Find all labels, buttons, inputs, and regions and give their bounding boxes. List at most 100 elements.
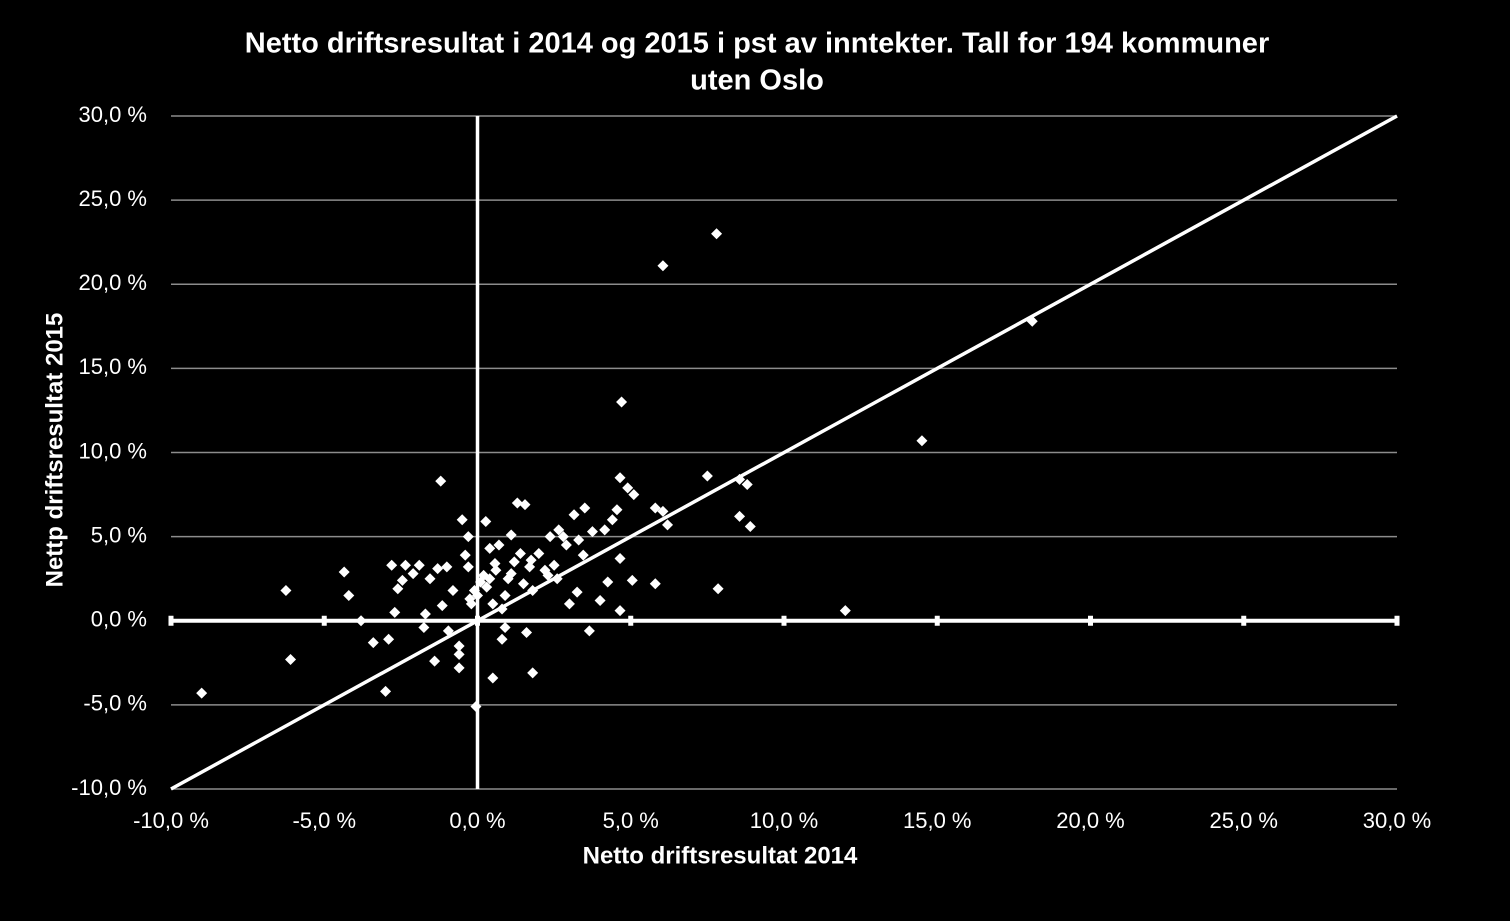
point — [424, 573, 436, 585]
y-tick-label: 30,0 % — [79, 102, 148, 127]
point — [456, 514, 468, 526]
point — [568, 509, 580, 521]
point — [586, 526, 598, 538]
point — [484, 573, 496, 585]
point — [744, 521, 756, 533]
x-tick-label: -5,0 % — [292, 808, 356, 833]
point — [413, 559, 425, 571]
point — [557, 531, 569, 543]
point — [571, 586, 583, 598]
point — [611, 504, 623, 516]
point — [453, 648, 465, 660]
point — [614, 605, 626, 617]
point — [383, 633, 395, 645]
y-tick-label: -10,0 % — [71, 775, 147, 800]
point — [496, 633, 508, 645]
point — [499, 590, 511, 602]
point — [606, 514, 618, 526]
point — [196, 687, 208, 699]
point — [599, 524, 611, 536]
x-tick-label: 10,0 % — [750, 808, 819, 833]
point — [418, 621, 430, 633]
point — [441, 561, 453, 573]
point — [602, 576, 614, 588]
point — [734, 473, 746, 485]
x-tick-label: 15,0 % — [903, 808, 972, 833]
x-tick-label: 0,0 % — [449, 808, 505, 833]
point — [519, 499, 531, 511]
x-tick-label: -10,0 % — [133, 808, 209, 833]
point — [505, 529, 517, 541]
point — [657, 505, 669, 517]
point — [389, 606, 401, 618]
identity-line — [170, 114, 1398, 791]
point — [392, 583, 404, 595]
y-tick-label: 0,0 % — [91, 607, 147, 632]
point — [1026, 315, 1038, 327]
point — [432, 563, 444, 575]
point — [453, 640, 465, 652]
point — [662, 519, 674, 531]
y-tick-label: 20,0 % — [79, 270, 148, 295]
point — [447, 584, 459, 596]
point — [355, 615, 367, 627]
point — [614, 472, 626, 484]
point — [583, 625, 595, 637]
point — [453, 662, 465, 674]
y-tick-label: 25,0 % — [79, 186, 148, 211]
y-axis-label: Nettp driftsresultat 2015 — [41, 313, 68, 588]
x-tick-label: 20,0 % — [1056, 808, 1125, 833]
point — [533, 547, 545, 559]
point — [487, 598, 499, 610]
point — [470, 701, 482, 713]
y-tick-label: 5,0 % — [91, 522, 147, 547]
chart-title: Netto driftsresultat i 2014 og 2015 i ps… — [245, 28, 1269, 60]
point — [649, 502, 661, 514]
point — [419, 608, 431, 620]
point — [711, 228, 723, 240]
point — [285, 653, 297, 665]
y-tick-label: 10,0 % — [79, 438, 148, 463]
point — [916, 435, 928, 447]
y-tick-label: 15,0 % — [79, 354, 148, 379]
point — [407, 568, 419, 580]
point — [396, 574, 408, 586]
point — [442, 625, 454, 637]
point — [548, 559, 560, 571]
point — [380, 685, 392, 697]
point — [508, 556, 520, 568]
point — [435, 475, 447, 487]
x-tick-label: 30,0 % — [1363, 808, 1432, 833]
point — [487, 672, 499, 684]
point — [505, 568, 517, 580]
point — [573, 534, 585, 546]
point — [499, 621, 511, 633]
point — [517, 578, 529, 590]
point — [579, 502, 591, 514]
point — [544, 531, 556, 543]
point — [459, 549, 471, 561]
point — [429, 655, 441, 667]
point — [511, 497, 523, 509]
point — [399, 559, 411, 571]
point — [741, 478, 753, 490]
point — [577, 549, 589, 561]
point — [657, 260, 669, 272]
point — [480, 515, 492, 527]
point — [338, 566, 350, 578]
point — [465, 598, 477, 610]
y-tick-label: -5,0 % — [83, 691, 147, 716]
point — [343, 590, 355, 602]
point — [527, 667, 539, 679]
point — [484, 542, 496, 554]
point — [489, 558, 501, 570]
point — [701, 470, 713, 482]
point — [616, 396, 628, 408]
point — [622, 482, 634, 494]
point — [734, 510, 746, 522]
point — [539, 564, 551, 576]
point — [462, 561, 474, 573]
point — [521, 627, 533, 639]
point — [628, 489, 640, 501]
